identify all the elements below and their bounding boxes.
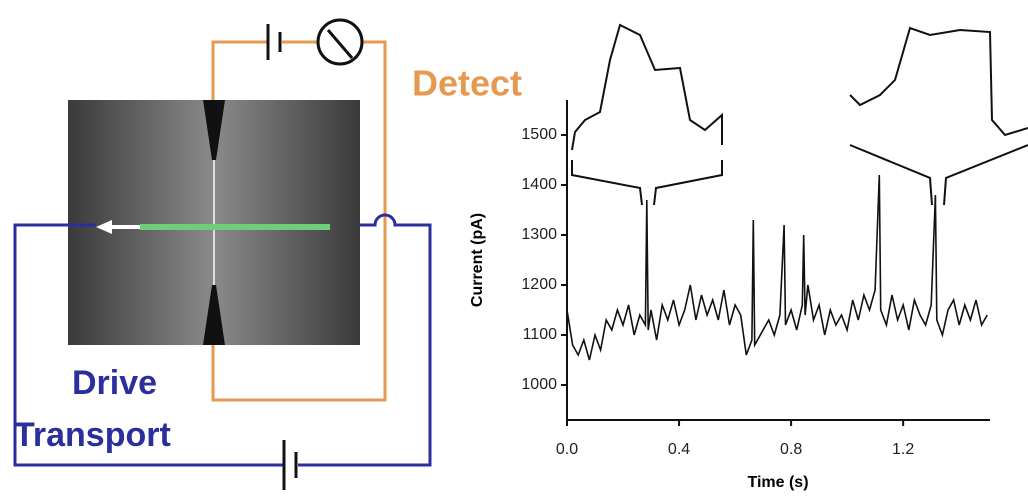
y-axis-label: Current (pA) (469, 213, 486, 307)
x-tick-label: 0.4 (668, 441, 690, 458)
detect-wire (211, 40, 268, 100)
arrow-head (96, 220, 112, 234)
meter-needle (326, 29, 354, 59)
x-axis-label: Time (s) (747, 474, 808, 491)
x-tick-label: 1.2 (892, 441, 914, 458)
chart: Current (pA) Time (s) 1000 1100 1200 1300 14… (469, 100, 990, 491)
electrode (203, 100, 225, 160)
y-tick-label: 1200 (521, 276, 557, 293)
drive-label: Drive (72, 364, 157, 402)
inset (849, 26, 1028, 206)
current-trace (566, 174, 988, 361)
y-tick-label: 1400 (521, 176, 557, 193)
y-tick-label: 1300 (521, 226, 557, 243)
drive-wire (13, 213, 432, 467)
detect-wire (211, 40, 387, 402)
x-tick-label: 0.0 (556, 441, 578, 458)
electrode (203, 285, 225, 345)
y-tick-label: 1000 (521, 376, 557, 393)
detect-label: Detect (412, 63, 522, 104)
y-tick-label: 1500 (521, 126, 557, 143)
inset (571, 23, 723, 206)
transport-label: Transport (14, 416, 171, 454)
x-tick-label: 0.8 (780, 441, 802, 458)
y-tick-label: 1100 (523, 326, 558, 343)
